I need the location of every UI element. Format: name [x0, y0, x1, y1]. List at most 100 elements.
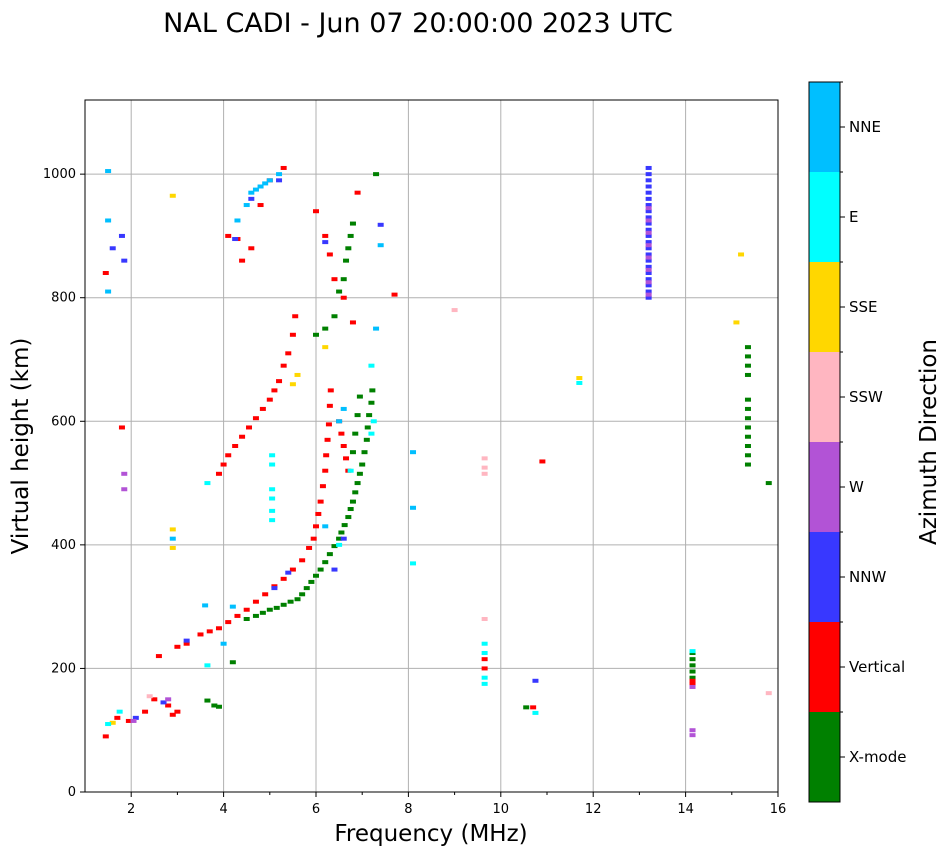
data-point-vertical: [239, 258, 246, 263]
data-point-w: [645, 206, 652, 211]
data-point-vertical: [271, 388, 278, 393]
data-point-x-mode: [744, 363, 751, 368]
data-point-nnw: [322, 240, 329, 245]
data-point-nnw: [645, 240, 652, 245]
data-point-x-mode: [744, 372, 751, 377]
data-point-nnw: [271, 586, 278, 591]
data-point-vertical: [539, 459, 546, 464]
data-point-nne: [105, 289, 112, 294]
data-point-vertical: [118, 425, 125, 430]
data-point-vertical: [225, 453, 232, 458]
x-tick-label: 12: [585, 802, 602, 817]
data-point-e: [204, 481, 211, 486]
data-point-sse: [169, 193, 176, 198]
colorbar-label: W: [849, 478, 864, 496]
data-point-vertical: [280, 165, 287, 170]
data-point-nne: [229, 604, 236, 609]
data-point-vertical: [280, 363, 287, 368]
data-point-vertical: [343, 456, 350, 461]
colorbar-label: SSW: [849, 388, 883, 406]
data-point-x-mode: [211, 703, 218, 708]
data-point-x-mode: [373, 172, 380, 177]
data-point-nnw: [132, 715, 139, 720]
data-point-w: [645, 280, 652, 285]
data-point-nnw: [645, 246, 652, 251]
data-point-nne: [266, 178, 273, 183]
data-point-x-mode: [317, 567, 324, 572]
data-point-x-mode: [299, 592, 306, 597]
data-point-nne: [257, 184, 264, 189]
colorbar-segment: [809, 82, 840, 172]
data-point-vertical: [174, 644, 181, 649]
data-point-vertical: [280, 576, 287, 581]
data-point-vertical: [155, 654, 162, 659]
data-point-x-mode: [359, 462, 366, 467]
data-point-vertical: [340, 295, 347, 300]
data-point-vertical: [252, 416, 259, 421]
data-point-nnw: [645, 233, 652, 238]
data-point-x-mode: [349, 499, 356, 504]
data-point-x-mode: [336, 536, 343, 541]
data-point-nnw: [532, 678, 539, 683]
y-tick-label: 200: [51, 661, 76, 676]
data-point-e: [269, 462, 276, 467]
data-point-x-mode: [689, 663, 696, 668]
data-point-ssw: [481, 617, 488, 621]
data-point-x-mode: [744, 354, 751, 359]
data-point-vertical: [530, 705, 537, 710]
data-point-x-mode: [689, 669, 696, 674]
colorbar-label: E: [849, 208, 858, 226]
data-point-vertical: [183, 641, 190, 646]
data-point-x-mode: [744, 462, 751, 467]
data-point-vertical: [481, 666, 488, 671]
data-point-x-mode: [204, 698, 211, 703]
data-point-nnw: [645, 184, 652, 189]
data-point-x-mode: [229, 660, 236, 665]
x-tick-label: 4: [219, 802, 227, 817]
data-point-nne: [410, 505, 417, 510]
data-point-e: [336, 542, 343, 547]
data-point-vertical: [225, 620, 232, 625]
x-tick-label: 6: [312, 802, 320, 817]
data-point-vertical: [340, 444, 347, 448]
data-point-sse: [576, 376, 583, 381]
data-point-x-mode: [343, 258, 350, 263]
data-point-vertical: [689, 678, 696, 683]
data-point-e: [576, 380, 583, 385]
data-point-vertical: [292, 314, 299, 319]
data-point-x-mode: [326, 552, 333, 557]
data-point-x-mode: [349, 450, 356, 455]
data-point-nne: [105, 218, 112, 223]
data-point-w: [689, 684, 696, 689]
data-point-ssw: [765, 691, 772, 696]
data-point-vertical: [338, 431, 345, 436]
data-point-e: [481, 641, 488, 646]
data-point-w: [645, 218, 652, 223]
data-point-e: [368, 363, 375, 368]
data-point-nnw: [160, 700, 167, 705]
data-point-vertical: [481, 657, 488, 662]
data-point-nnw: [645, 252, 652, 257]
data-point-nnw: [645, 165, 652, 170]
data-point-x-mode: [331, 544, 338, 549]
data-point-x-mode: [368, 400, 375, 405]
data-point-w: [689, 733, 696, 738]
data-point-vertical: [276, 379, 283, 384]
data-point-vertical: [324, 437, 331, 442]
data-point-w: [645, 243, 652, 248]
data-point-x-mode: [280, 602, 287, 607]
data-point-x-mode: [243, 617, 250, 621]
data-point-vertical: [259, 406, 266, 411]
data-point-x-mode: [356, 394, 363, 399]
data-point-nne: [373, 326, 380, 331]
data-point-e: [481, 650, 488, 655]
data-point-ssw: [451, 308, 458, 313]
data-point-x-mode: [345, 515, 352, 520]
data-point-vertical: [310, 536, 317, 541]
data-point-e: [269, 496, 276, 501]
y-axis-label: Virtual height (km): [8, 338, 34, 555]
data-point-e: [481, 675, 488, 680]
data-point-nne: [252, 187, 259, 192]
data-point-nnw: [645, 221, 652, 226]
data-point-vertical: [331, 277, 338, 282]
